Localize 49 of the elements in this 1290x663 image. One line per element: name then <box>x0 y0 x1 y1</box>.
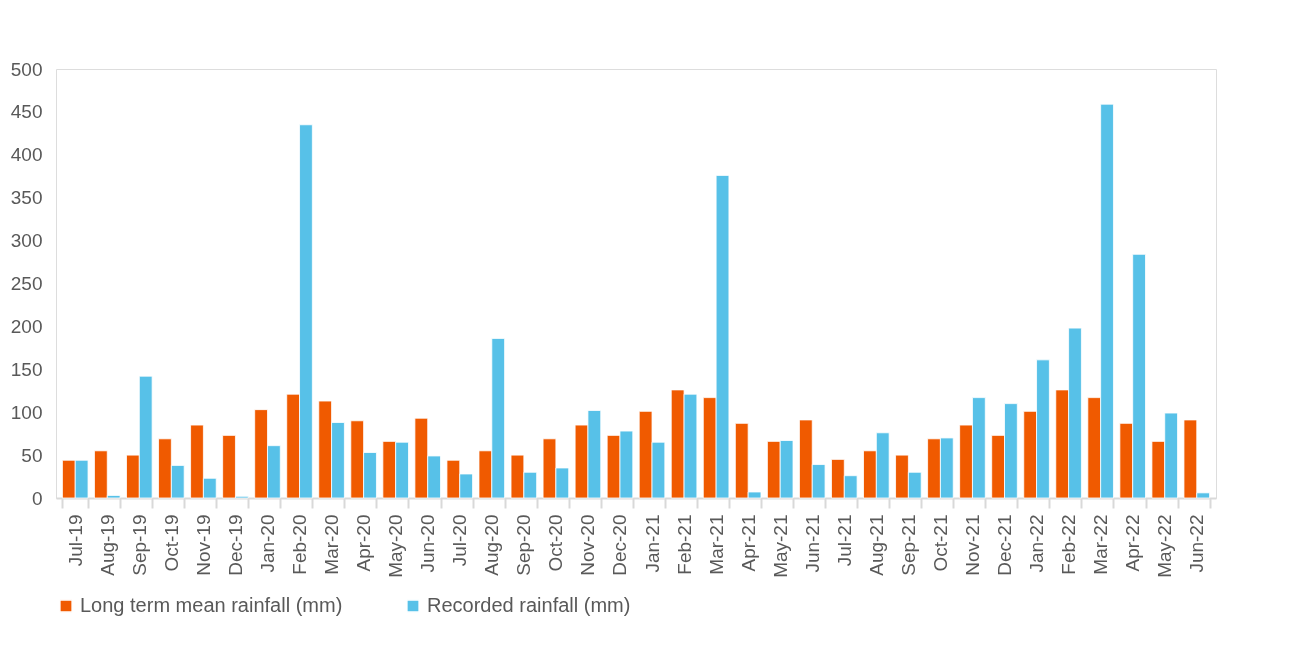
y-tick-label: 100 <box>10 401 43 423</box>
x-tick-label: Dec-20 <box>609 514 631 576</box>
x-tick-label: Sep-19 <box>128 514 150 576</box>
y-tick-label: 450 <box>10 101 43 123</box>
x-tick-label: Nov-21 <box>961 514 983 576</box>
x-tick-label: Jul-19 <box>64 514 86 567</box>
x-tick-label: Aug-21 <box>865 514 887 576</box>
x-tick-label: Sep-21 <box>897 514 919 576</box>
y-tick-label: 150 <box>10 358 43 380</box>
x-tick-label: Feb-21 <box>673 514 695 575</box>
y-tick-label: 500 <box>10 58 43 80</box>
x-tick-label: Mar-20 <box>321 514 343 575</box>
x-tick-label: Sep-20 <box>513 514 535 576</box>
legend-label: Recorded rainfall (mm) <box>427 594 631 616</box>
x-tick-label: Dec-19 <box>224 514 246 576</box>
x-tick-label: Oct-19 <box>160 514 182 572</box>
x-tick-label: Dec-21 <box>994 514 1016 576</box>
y-tick-label: 400 <box>10 144 43 166</box>
y-tick-label: 50 <box>21 444 43 466</box>
y-tick-label: 0 <box>31 487 43 509</box>
x-tick-label: Mar-22 <box>1090 514 1112 575</box>
x-tick-label: Jan-22 <box>1026 514 1048 573</box>
x-tick-label: Jan-21 <box>641 514 663 573</box>
x-tick-label: Jul-20 <box>449 514 471 567</box>
legend-label: Long term mean rainfall (mm) <box>80 594 343 616</box>
x-tick-label: Nov-19 <box>192 514 214 576</box>
x-tick-label: Nov-20 <box>577 514 599 576</box>
x-tick-label: Aug-19 <box>96 514 118 576</box>
x-tick-label: Apr-22 <box>1122 514 1144 572</box>
x-tick-label: Aug-20 <box>481 514 503 576</box>
x-tick-label: May-20 <box>385 514 407 578</box>
x-tick-label: Jul-21 <box>833 514 855 567</box>
x-tick-label: May-21 <box>769 514 791 578</box>
x-tick-label: Jun-22 <box>1186 514 1208 573</box>
x-tick-label: Feb-22 <box>1058 514 1080 575</box>
y-tick-label: 350 <box>10 187 43 209</box>
x-tick-label: Jan-20 <box>256 514 278 573</box>
y-tick-label: 300 <box>10 230 43 252</box>
x-tick-label: Jun-21 <box>801 514 823 573</box>
x-tick-label: Apr-20 <box>353 514 375 572</box>
x-tick-label: May-22 <box>1154 514 1176 578</box>
x-tick-label: Apr-21 <box>737 514 759 572</box>
x-tick-label: Oct-21 <box>929 514 951 572</box>
x-tick-label: Oct-20 <box>545 514 567 572</box>
x-tick-label: Jun-20 <box>417 514 439 573</box>
x-tick-label: Feb-20 <box>289 514 311 575</box>
x-tick-label: Mar-21 <box>705 514 727 575</box>
y-tick-label: 250 <box>10 273 43 294</box>
y-tick-label: 200 <box>10 315 43 337</box>
